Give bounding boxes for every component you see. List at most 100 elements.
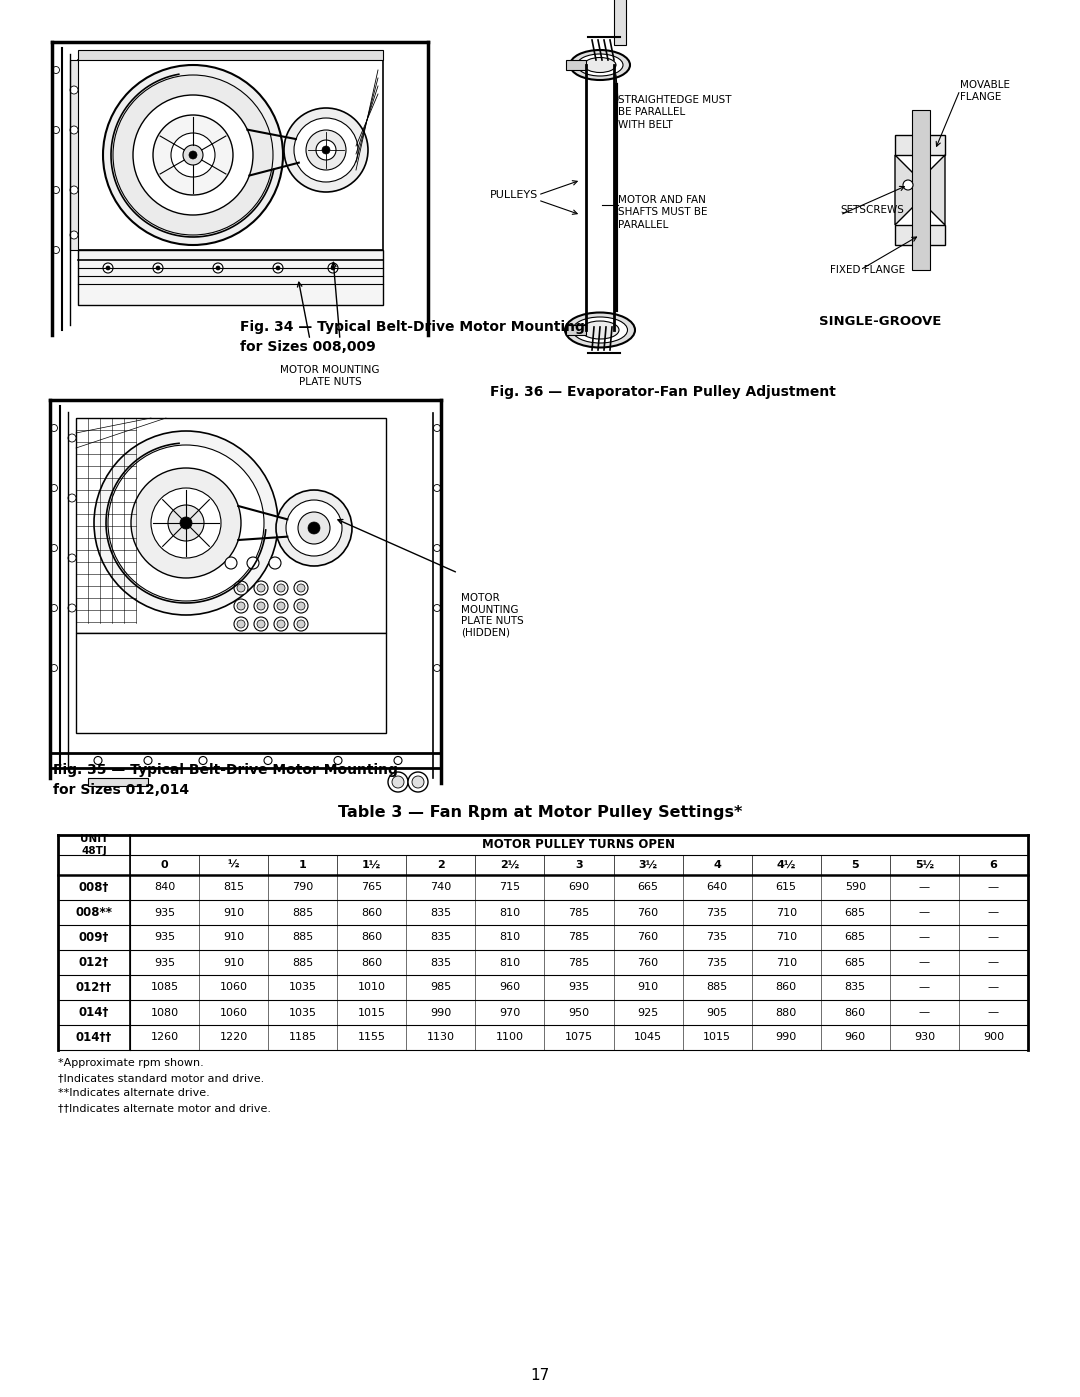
Text: 1185: 1185 <box>288 1032 316 1042</box>
Text: 735: 735 <box>706 933 728 943</box>
Bar <box>58 900 1028 925</box>
Circle shape <box>234 581 248 595</box>
Text: 2½: 2½ <box>500 861 519 870</box>
Bar <box>895 136 945 155</box>
Text: 860: 860 <box>845 1007 866 1017</box>
Circle shape <box>113 75 273 235</box>
Text: 1060: 1060 <box>219 982 247 992</box>
Text: —: — <box>919 1007 930 1017</box>
Text: 925: 925 <box>637 1007 659 1017</box>
Text: 3: 3 <box>576 861 583 870</box>
Text: 735: 735 <box>706 908 728 918</box>
Circle shape <box>298 511 330 543</box>
Circle shape <box>411 775 424 788</box>
Circle shape <box>70 87 78 94</box>
Text: —: — <box>919 883 930 893</box>
Circle shape <box>257 602 265 610</box>
Text: 1015: 1015 <box>703 1032 731 1042</box>
Circle shape <box>216 265 220 270</box>
Text: 6: 6 <box>989 861 998 870</box>
Bar <box>58 950 1028 975</box>
Text: 760: 760 <box>637 933 659 943</box>
Text: —: — <box>919 957 930 968</box>
Circle shape <box>433 605 441 612</box>
Circle shape <box>199 757 207 764</box>
Text: 4½: 4½ <box>777 861 796 870</box>
Circle shape <box>330 265 335 270</box>
Text: 1: 1 <box>299 861 307 870</box>
Circle shape <box>257 584 265 592</box>
Circle shape <box>433 485 441 492</box>
Text: **Indicates alternate drive.: **Indicates alternate drive. <box>58 1088 210 1098</box>
Text: 4: 4 <box>713 861 721 870</box>
Circle shape <box>168 504 204 541</box>
Circle shape <box>51 665 57 672</box>
Circle shape <box>254 581 268 595</box>
Circle shape <box>68 604 76 612</box>
Text: MOVABLE
FLANGE: MOVABLE FLANGE <box>960 80 1010 102</box>
Text: 740: 740 <box>430 883 451 893</box>
Circle shape <box>53 127 59 134</box>
Circle shape <box>257 620 265 629</box>
Text: 012†: 012† <box>79 956 109 970</box>
Text: 765: 765 <box>361 883 382 893</box>
Circle shape <box>433 545 441 552</box>
Text: —: — <box>919 933 930 943</box>
Text: 885: 885 <box>292 957 313 968</box>
Circle shape <box>297 620 305 629</box>
Circle shape <box>237 602 245 610</box>
Text: 905: 905 <box>706 1007 728 1017</box>
Text: 840: 840 <box>154 883 175 893</box>
Circle shape <box>903 180 913 190</box>
Circle shape <box>276 490 352 566</box>
Bar <box>566 60 586 70</box>
Text: 735: 735 <box>706 957 728 968</box>
Text: 008**: 008** <box>76 907 112 919</box>
Text: †Indicates standard motor and drive.: †Indicates standard motor and drive. <box>58 1073 265 1083</box>
Text: 960: 960 <box>499 982 521 992</box>
Circle shape <box>433 425 441 432</box>
Text: 014†: 014† <box>79 1006 109 1018</box>
Text: —: — <box>988 933 999 943</box>
Circle shape <box>297 602 305 610</box>
Circle shape <box>225 557 237 569</box>
Circle shape <box>269 557 281 569</box>
Circle shape <box>316 140 336 161</box>
Text: 785: 785 <box>568 957 590 968</box>
Circle shape <box>103 66 283 244</box>
Text: ½: ½ <box>228 861 240 870</box>
Circle shape <box>70 186 78 194</box>
Circle shape <box>388 773 408 792</box>
Circle shape <box>51 485 57 492</box>
Text: —: — <box>919 908 930 918</box>
Text: 5: 5 <box>851 861 859 870</box>
Text: 710: 710 <box>775 933 797 943</box>
Polygon shape <box>895 155 945 225</box>
Circle shape <box>70 231 78 239</box>
Text: 715: 715 <box>499 883 521 893</box>
Text: 685: 685 <box>845 957 866 968</box>
Circle shape <box>247 557 259 569</box>
Text: 835: 835 <box>430 908 451 918</box>
Text: for Sizes 008,009: for Sizes 008,009 <box>240 339 376 353</box>
Text: 880: 880 <box>775 1007 797 1017</box>
Text: 665: 665 <box>637 883 659 893</box>
Ellipse shape <box>581 321 619 339</box>
Text: —: — <box>988 883 999 893</box>
Text: 1100: 1100 <box>496 1032 524 1042</box>
Circle shape <box>254 599 268 613</box>
Text: FIXED FLANGE: FIXED FLANGE <box>831 265 905 275</box>
Text: —: — <box>988 982 999 992</box>
Bar <box>78 60 383 250</box>
Bar <box>78 50 383 60</box>
Text: SETSCREWS: SETSCREWS <box>840 205 904 215</box>
Text: Fig. 35 — Typical Belt-Drive Motor Mounting: Fig. 35 — Typical Belt-Drive Motor Mount… <box>53 763 397 777</box>
Text: 1035: 1035 <box>288 1007 316 1017</box>
Text: 860: 860 <box>361 933 382 943</box>
Circle shape <box>70 126 78 134</box>
Text: Fig. 34 — Typical Belt-Drive Motor Mounting: Fig. 34 — Typical Belt-Drive Motor Mount… <box>240 320 585 334</box>
Circle shape <box>68 495 76 502</box>
Circle shape <box>180 517 192 529</box>
Circle shape <box>273 263 283 272</box>
Text: 910: 910 <box>637 982 659 992</box>
